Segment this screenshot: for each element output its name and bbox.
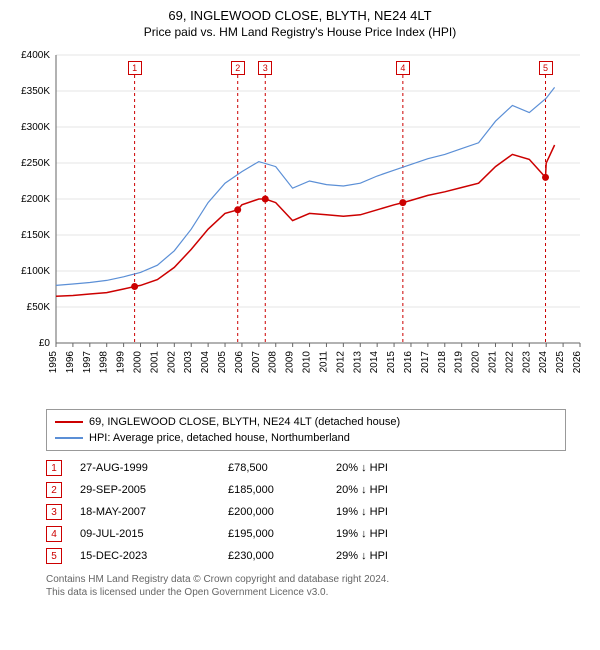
- legend-swatch: [55, 437, 83, 439]
- sale-row-4: 4 09-JUL-2015 £195,000 19% ↓ HPI: [46, 523, 566, 545]
- svg-text:2016: 2016: [403, 351, 414, 374]
- svg-text:2012: 2012: [335, 351, 346, 374]
- svg-text:£100K: £100K: [21, 266, 50, 277]
- sale-row-3: 3 18-MAY-2007 £200,000 19% ↓ HPI: [46, 501, 566, 523]
- svg-text:1996: 1996: [65, 351, 76, 374]
- svg-text:2007: 2007: [251, 351, 262, 374]
- svg-text:2017: 2017: [420, 351, 431, 374]
- svg-text:£350K: £350K: [21, 86, 50, 97]
- sale-row-2: 2 29-SEP-2005 £185,000 20% ↓ HPI: [46, 479, 566, 501]
- sale-marker-2: 2: [231, 61, 245, 75]
- svg-text:£0: £0: [39, 338, 51, 349]
- svg-text:1999: 1999: [116, 351, 127, 374]
- svg-text:1995: 1995: [48, 351, 59, 374]
- svg-text:£50K: £50K: [27, 302, 51, 313]
- svg-text:2004: 2004: [200, 351, 211, 374]
- sale-price: £230,000: [228, 550, 318, 562]
- svg-text:1998: 1998: [99, 351, 110, 374]
- svg-text:2023: 2023: [521, 351, 532, 374]
- sale-number: 1: [46, 460, 62, 476]
- svg-text:2003: 2003: [183, 351, 194, 374]
- sale-marker-3: 3: [258, 61, 272, 75]
- svg-text:1997: 1997: [82, 351, 93, 374]
- svg-text:2019: 2019: [454, 351, 465, 374]
- legend-row-1: HPI: Average price, detached house, Nort…: [55, 430, 557, 446]
- svg-text:2005: 2005: [217, 351, 228, 374]
- legend: 69, INGLEWOOD CLOSE, BLYTH, NE24 4LT (de…: [46, 409, 566, 451]
- sales-table: 1 27-AUG-1999 £78,500 20% ↓ HPI 2 29-SEP-2005…: [46, 457, 566, 567]
- sale-date: 09-JUL-2015: [80, 528, 210, 540]
- sale-number: 3: [46, 504, 62, 520]
- sale-price: £185,000: [228, 484, 318, 496]
- sale-diff: 29% ↓ HPI: [336, 550, 436, 562]
- svg-text:£200K: £200K: [21, 194, 50, 205]
- chart-area: £0 £50K £100K £150K £200K £250K £300K £350K £400…: [10, 43, 590, 403]
- footer-attribution: Contains HM Land Registry data © Crown c…: [46, 573, 566, 599]
- svg-text:2000: 2000: [133, 351, 144, 374]
- sale-diff: 20% ↓ HPI: [336, 462, 436, 474]
- svg-text:2026: 2026: [572, 351, 583, 374]
- title-subtitle: Price paid vs. HM Land Registry's House …: [10, 25, 590, 39]
- svg-text:2001: 2001: [149, 351, 160, 374]
- svg-text:2009: 2009: [285, 351, 296, 374]
- svg-text:£250K: £250K: [21, 158, 50, 169]
- sale-row-1: 1 27-AUG-1999 £78,500 20% ↓ HPI: [46, 457, 566, 479]
- svg-text:2014: 2014: [369, 351, 380, 374]
- chart-svg: £0 £50K £100K £150K £200K £250K £300K £350K £400…: [10, 43, 590, 403]
- title-address: 69, INGLEWOOD CLOSE, BLYTH, NE24 4LT: [10, 8, 590, 23]
- sale-number: 2: [46, 482, 62, 498]
- svg-text:2013: 2013: [352, 351, 363, 374]
- sale-number: 4: [46, 526, 62, 542]
- chart-title: 69, INGLEWOOD CLOSE, BLYTH, NE24 4LT Pri…: [10, 8, 590, 39]
- sale-date: 15-DEC-2023: [80, 550, 210, 562]
- sale-date: 18-MAY-2007: [80, 506, 210, 518]
- legend-text: HPI: Average price, detached house, Nort…: [89, 432, 350, 444]
- sale-price: £200,000: [228, 506, 318, 518]
- sale-number: 5: [46, 548, 62, 564]
- svg-text:2015: 2015: [386, 351, 397, 374]
- svg-text:2025: 2025: [555, 351, 566, 374]
- svg-text:£300K: £300K: [21, 122, 50, 133]
- svg-text:2010: 2010: [302, 351, 313, 374]
- legend-text: 69, INGLEWOOD CLOSE, BLYTH, NE24 4LT (de…: [89, 416, 400, 428]
- sale-diff: 19% ↓ HPI: [336, 528, 436, 540]
- sale-date: 29-SEP-2005: [80, 484, 210, 496]
- sale-diff: 20% ↓ HPI: [336, 484, 436, 496]
- sale-marker-5: 5: [539, 61, 553, 75]
- footer-line2: This data is licensed under the Open Gov…: [46, 586, 566, 599]
- sale-price: £195,000: [228, 528, 318, 540]
- svg-text:2021: 2021: [487, 351, 498, 374]
- svg-text:2008: 2008: [268, 351, 279, 374]
- sale-date: 27-AUG-1999: [80, 462, 210, 474]
- legend-swatch: [55, 421, 83, 423]
- sale-row-5: 5 15-DEC-2023 £230,000 29% ↓ HPI: [46, 545, 566, 567]
- sale-diff: 19% ↓ HPI: [336, 506, 436, 518]
- svg-text:£150K: £150K: [21, 230, 50, 241]
- legend-row-0: 69, INGLEWOOD CLOSE, BLYTH, NE24 4LT (de…: [55, 414, 557, 430]
- svg-text:2018: 2018: [437, 351, 448, 374]
- svg-text:2022: 2022: [504, 351, 515, 374]
- svg-text:2020: 2020: [471, 351, 482, 374]
- sale-price: £78,500: [228, 462, 318, 474]
- sale-marker-4: 4: [396, 61, 410, 75]
- svg-text:2024: 2024: [538, 351, 549, 374]
- svg-text:2006: 2006: [234, 351, 245, 374]
- svg-text:2002: 2002: [166, 351, 177, 374]
- sale-marker-1: 1: [128, 61, 142, 75]
- svg-text:£400K: £400K: [21, 50, 50, 61]
- footer-line1: Contains HM Land Registry data © Crown c…: [46, 573, 566, 586]
- svg-text:2011: 2011: [318, 351, 329, 373]
